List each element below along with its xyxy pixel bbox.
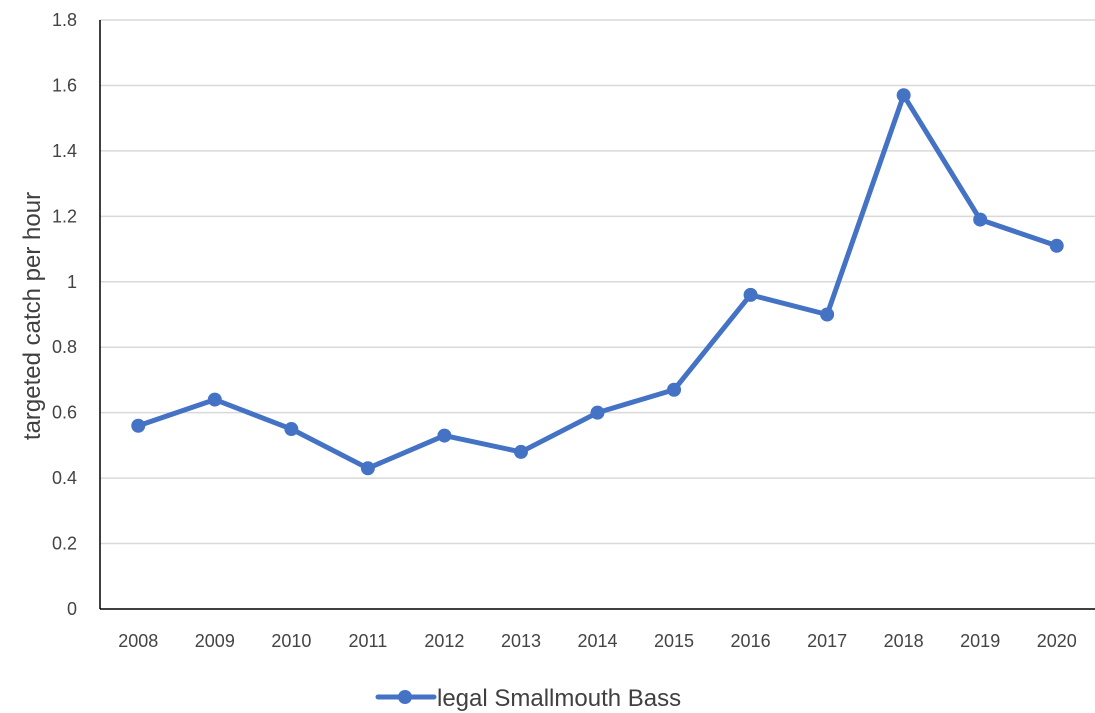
y-tick-label: 0.8 xyxy=(52,337,77,357)
data-point xyxy=(207,392,222,407)
x-tick-label: 2010 xyxy=(271,631,311,651)
y-tick-label: 1 xyxy=(67,272,77,292)
y-tick-label: 1.6 xyxy=(52,75,77,95)
data-point xyxy=(820,307,835,322)
data-point xyxy=(896,88,911,103)
data-point xyxy=(590,405,605,420)
y-axis-title: targeted catch per hour xyxy=(19,192,46,440)
series-layer xyxy=(131,88,1064,476)
x-tick-label: 2015 xyxy=(654,631,694,651)
x-tick-label: 2019 xyxy=(960,631,1000,651)
x-tick-label: 2012 xyxy=(424,631,464,651)
y-tick-label: 0.4 xyxy=(52,468,77,488)
data-point xyxy=(973,212,988,227)
y-tick-label: 1.8 xyxy=(52,10,77,30)
y-tick-label: 0.6 xyxy=(52,403,77,423)
x-tick-label: 2008 xyxy=(118,631,158,651)
data-point xyxy=(437,428,452,443)
x-tick-labels: 2008 2009 2010 2011 2012 2013 2014 2015 2016 2017… xyxy=(118,631,1077,651)
data-point xyxy=(284,422,299,437)
data-point xyxy=(1049,238,1064,253)
y-tick-label: 0.2 xyxy=(52,534,77,554)
y-tick-label: 1.2 xyxy=(52,206,77,226)
gridlines xyxy=(100,19,1095,545)
data-point xyxy=(667,382,682,397)
x-tick-label: 2009 xyxy=(195,631,235,651)
legend-marker-dot xyxy=(398,690,412,704)
x-tick-label: 2018 xyxy=(884,631,924,651)
y-tick-label: 0 xyxy=(67,599,77,619)
x-tick-label: 2016 xyxy=(731,631,771,651)
y-tick-labels: 0 0.2 0.4 0.6 0.8 1 1.2 1.4 1.6 1.8 xyxy=(52,10,77,619)
data-point xyxy=(513,444,528,459)
y-tick-label: 1.4 xyxy=(52,141,77,161)
data-point xyxy=(360,461,375,476)
data-point xyxy=(743,287,758,302)
axes xyxy=(99,20,1095,610)
legend: legal Smallmouth Bass xyxy=(375,685,681,712)
x-tick-label: 2020 xyxy=(1037,631,1077,651)
x-tick-label: 2017 xyxy=(807,631,847,651)
x-tick-label: 2013 xyxy=(501,631,541,651)
x-tick-label: 2011 xyxy=(349,631,388,651)
x-tick-label: 2014 xyxy=(577,631,617,651)
data-point xyxy=(131,418,146,433)
legend-label: legal Smallmouth Bass xyxy=(437,685,681,712)
